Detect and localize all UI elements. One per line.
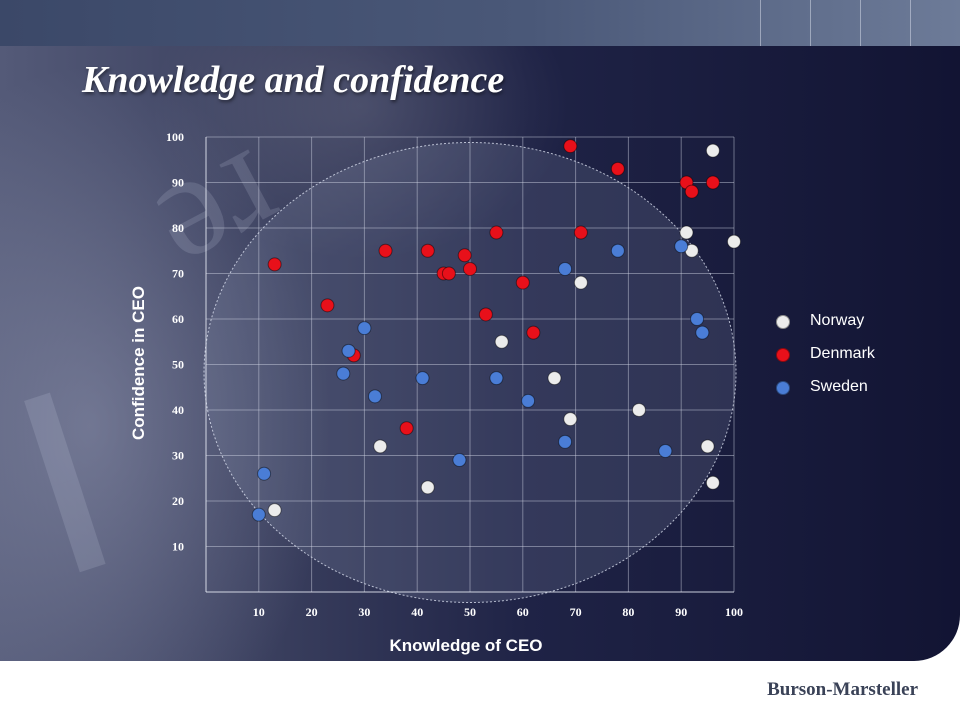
data-point-norway [705,475,720,490]
legend-marker [776,348,790,362]
data-point-sweden [558,261,573,276]
data-point-norway [547,371,562,386]
data-point-denmark [399,421,414,436]
header-block [810,0,860,50]
data-point-denmark [378,243,393,258]
data-point-norway [631,403,646,417]
data-point-denmark [478,307,493,322]
y-tick-label: 80 [172,221,184,235]
data-point-sweden [257,466,272,481]
y-tick-label: 20 [172,494,184,508]
x-tick-label: 90 [675,605,687,619]
x-tick-label: 20 [306,605,318,619]
data-point-denmark [420,243,435,258]
x-axis-label: Knowledge of CEO [389,636,543,655]
y-tick-label: 70 [172,267,184,281]
data-point-sweden [695,325,710,340]
data-point-denmark [705,175,720,190]
highlight-ellipse [203,142,737,603]
data-point-sweden [367,389,382,404]
slide-background: ǝɹ ▬▬ [0,46,960,661]
data-point-denmark [441,266,456,281]
data-point-sweden [521,393,536,408]
data-point-denmark [610,161,625,176]
data-point-sweden [674,239,689,254]
x-tick-label: 80 [622,605,634,619]
brand-logo: Burson-Marsteller [767,679,918,700]
data-point-denmark [489,225,504,240]
data-point-denmark [515,275,530,290]
data-point-sweden [489,371,504,386]
data-point-denmark [526,325,541,340]
data-point-sweden [341,343,356,358]
data-point-norway [563,412,578,427]
y-tick-label: 90 [172,176,184,190]
data-point-denmark [457,248,472,263]
data-point-sweden [251,507,266,522]
x-tick-label: 50 [464,605,476,619]
y-tick-label: 50 [172,358,184,372]
data-point-sweden [357,321,372,336]
data-point-denmark [267,257,282,272]
data-point-norway [373,439,388,454]
data-point-sweden [336,366,351,381]
x-tick-label: 70 [570,605,582,619]
legend-label: Denmark [810,345,875,362]
data-point-sweden [690,312,705,326]
header-block [910,0,960,50]
y-tick-label: 30 [172,449,184,463]
x-tick-label: 10 [253,605,265,619]
x-tick-label: 40 [411,605,423,619]
header-block [760,0,810,50]
data-point-sweden [415,371,430,386]
y-axis-label: Confidence in CEO [129,286,148,440]
data-point-norway [679,225,694,240]
y-tick-label: 60 [172,312,184,326]
legend-label: Sweden [810,378,868,395]
legend-label: Norway [810,312,865,329]
page-title: Knowledge and confidence [82,59,505,101]
data-point-norway [700,439,715,454]
data-point-norway [420,480,435,495]
y-tick-label: 100 [166,130,184,144]
legend-marker [776,381,790,395]
x-tick-label: 30 [358,605,370,619]
data-point-norway [727,234,741,249]
data-point-norway [573,275,588,290]
data-point-norway [705,143,720,158]
legend-marker [776,315,790,329]
header-block [860,0,910,50]
data-point-denmark [563,139,578,154]
x-tick-label: 60 [517,605,529,619]
data-point-denmark [320,298,335,313]
data-point-norway [267,503,282,518]
data-point-denmark [463,261,477,276]
x-tick-label: 100 [725,605,743,619]
data-point-norway [494,334,509,349]
data-point-denmark [684,184,699,199]
data-point-sweden [610,243,625,258]
data-point-denmark [573,225,588,240]
data-point-sweden [558,434,573,449]
y-tick-label: 40 [172,403,184,417]
title-bar-strip [0,0,960,50]
data-point-sweden [452,453,467,468]
data-point-sweden [658,443,673,458]
y-tick-label: 10 [172,540,184,554]
